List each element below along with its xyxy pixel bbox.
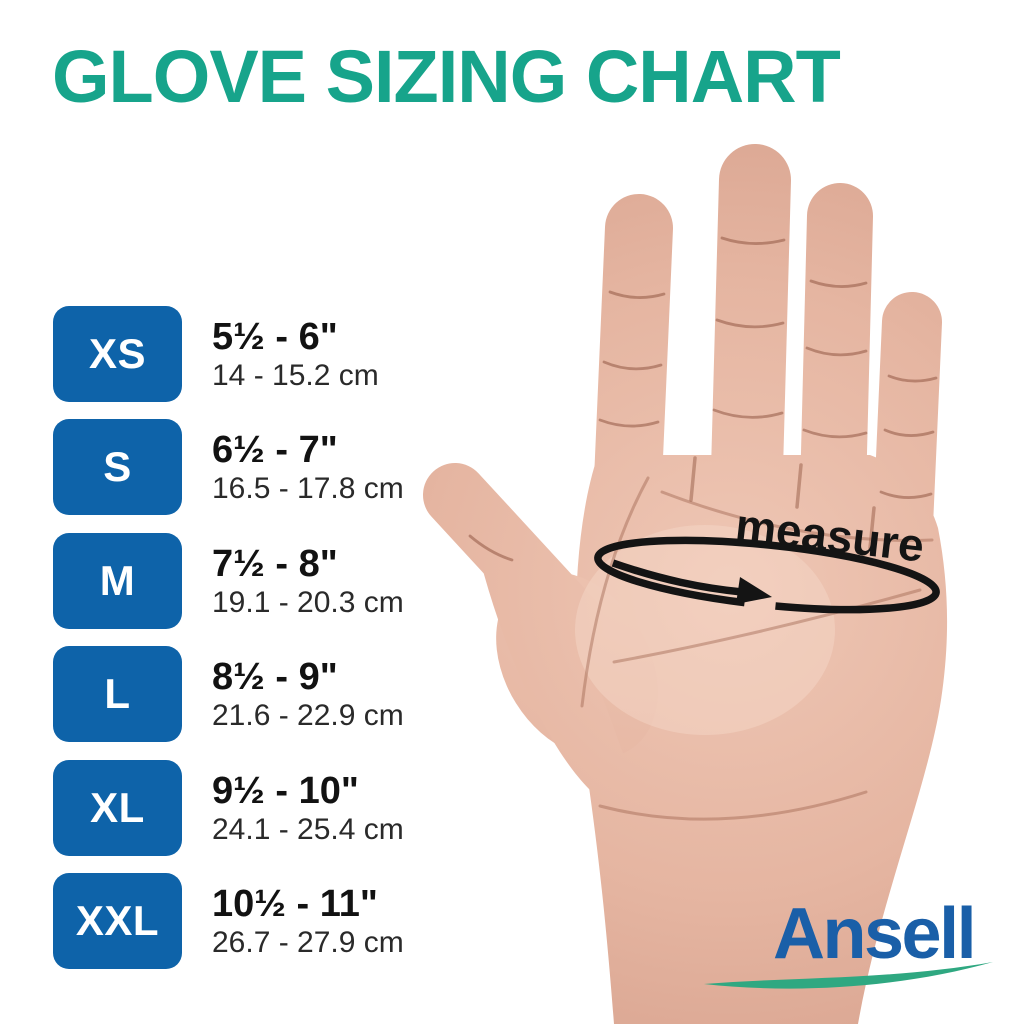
size-range-inches: 5½ - 6" (212, 316, 338, 358)
size-badge-l: L (53, 646, 182, 742)
knuckle-creases (468, 236, 938, 562)
size-range-inches: 7½ - 8" (212, 543, 338, 585)
size-range-cm: 26.7 - 27.9 cm (212, 926, 404, 959)
palm-creases (580, 476, 934, 821)
thumb-shape (423, 463, 604, 654)
palm-highlight (575, 525, 835, 735)
size-badge-s: S (53, 419, 182, 515)
measure-arrow-line (611, 559, 743, 596)
size-range-cm: 16.5 - 17.8 cm (212, 472, 404, 505)
size-badge-xs: XS (53, 306, 182, 402)
middle-finger-shape (711, 144, 791, 506)
brand-swoosh-icon (704, 962, 993, 989)
finger-web-lines (689, 456, 876, 550)
measure-ellipse (594, 536, 940, 614)
size-badge-xl: XL (53, 760, 182, 856)
size-range-cm: 14 - 15.2 cm (212, 359, 379, 392)
size-range-inches: 6½ - 7" (212, 429, 338, 471)
size-badge-xxl: XXL (53, 873, 182, 969)
measure-arrowhead (736, 577, 772, 604)
size-range-cm: 21.6 - 22.9 cm (212, 699, 404, 732)
thumb-web-shape (470, 515, 640, 800)
size-range-inches: 8½ - 9" (212, 656, 338, 698)
size-range-inches: 9½ - 10" (212, 770, 359, 812)
index-finger-shape (594, 194, 673, 514)
brand-logo-text: Ansell (773, 894, 977, 974)
page-title: GLOVE SIZING CHART (52, 35, 841, 118)
size-range-cm: 24.1 - 25.4 cm (212, 813, 404, 846)
size-badge-m: M (53, 533, 182, 629)
size-range-inches: 10½ - 11" (212, 883, 378, 925)
palm-and-wrist-shape (575, 455, 948, 1024)
size-range-cm: 19.1 - 20.3 cm (212, 586, 404, 619)
brand-logo: Ansell (700, 890, 1024, 1024)
